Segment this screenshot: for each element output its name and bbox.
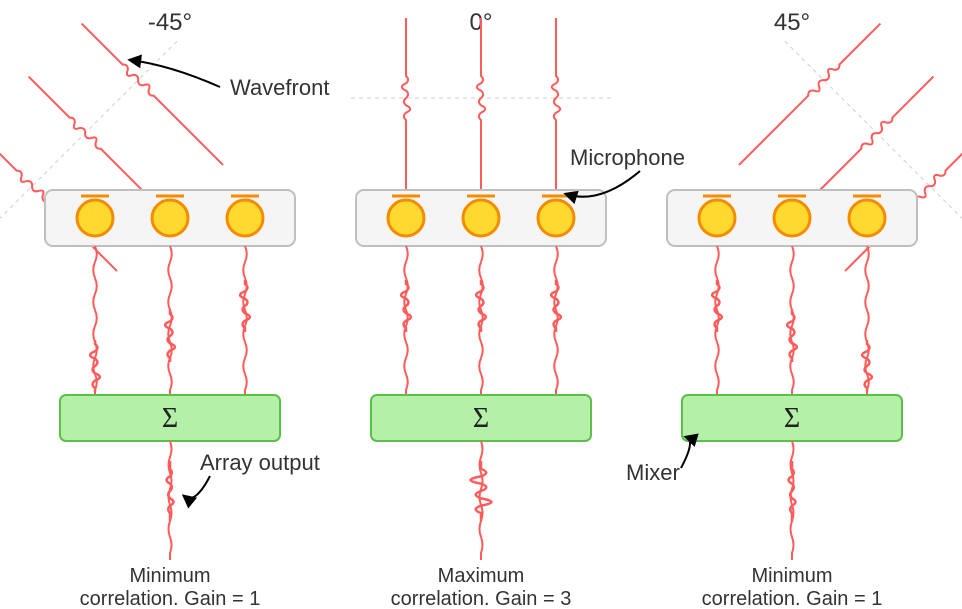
channel-wavelet: [90, 340, 100, 392]
panel-center: 0°ΣMaximumcorrelation. Gain = 3: [351, 9, 611, 609]
incoming-wave: [79, 21, 226, 168]
panel-right: 45° Σ Minimumcorrelation. Gain = 1: [667, 0, 962, 609]
incoming-waves: [351, 18, 611, 218]
sigma-symbol: Σ: [473, 403, 489, 434]
angle-label: -45°: [148, 9, 192, 36]
caption-line2: correlation. Gain = 1: [80, 588, 261, 609]
output-wavelet: [471, 461, 492, 521]
caption-line1: Maximum: [438, 565, 525, 587]
caption-line1: Minimum: [129, 565, 210, 587]
incoming-wave: [402, 18, 410, 218]
array-output-arrow: [184, 476, 210, 498]
microphone-label: Microphone: [570, 145, 685, 170]
caption-line2: correlation. Gain = 1: [702, 588, 883, 609]
mixer-label: Mixer: [626, 460, 680, 485]
array-output-label: Array output: [200, 450, 320, 475]
output-line: [169, 441, 172, 560]
output-line: [480, 441, 483, 560]
incoming-waves: [700, 0, 962, 310]
channel-wavelet: [862, 340, 872, 392]
channel-wavelet: [787, 310, 797, 362]
wavefront-label: Wavefront: [230, 75, 329, 100]
wavefront-arrow: [130, 60, 220, 87]
incoming-wave: [477, 18, 485, 218]
caption-line1: Minimum: [751, 565, 832, 587]
sigma-symbol: Σ: [162, 403, 178, 434]
channel-wavelet: [165, 310, 175, 362]
caption-line2: correlation. Gain = 3: [391, 588, 572, 609]
sigma-symbol: Σ: [784, 403, 800, 434]
angle-label: 45°: [774, 9, 810, 36]
incoming-waves: [0, 0, 262, 310]
incoming-wave: [552, 18, 560, 218]
output-line: [791, 441, 794, 560]
